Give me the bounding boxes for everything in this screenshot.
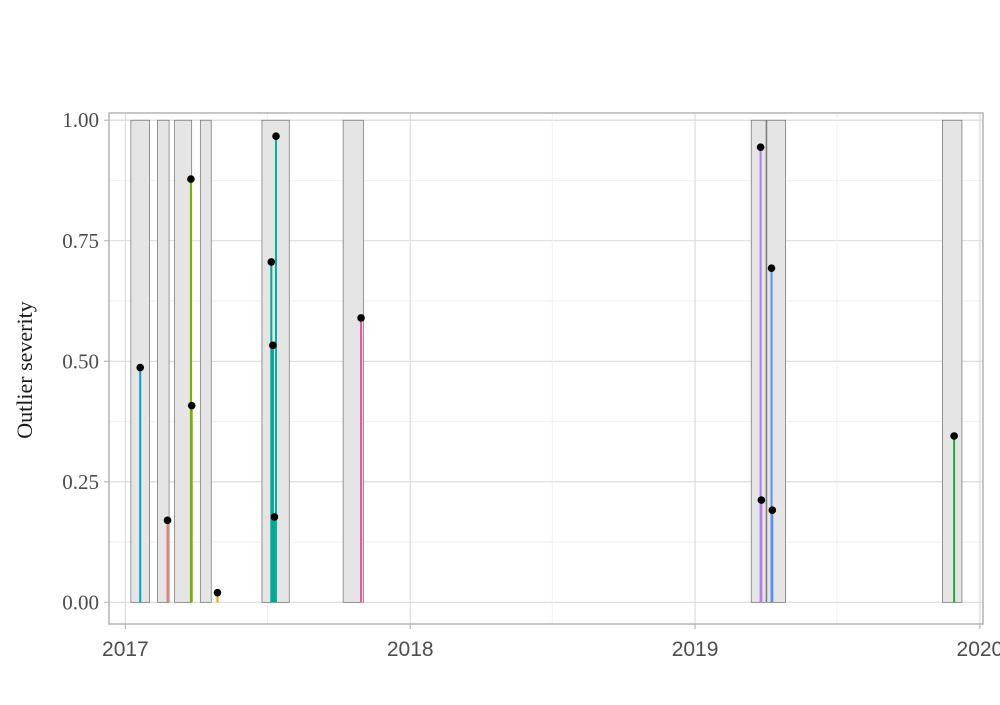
severity-point <box>357 314 365 322</box>
severity-point <box>267 258 276 266</box>
y-tick-label: 0.75 <box>62 229 99 253</box>
tick-layer: 0.00 0.25 0.50 0.75 1.00 2017 2018 2019 2020 <box>62 108 1000 661</box>
outlier-window <box>766 119 786 603</box>
outlier-window <box>750 119 767 603</box>
x-tick-label: 2017 <box>102 638 149 661</box>
severity-point <box>767 264 776 273</box>
outlier-window <box>342 119 364 603</box>
outlier-window <box>174 119 193 603</box>
severity-point <box>950 432 958 440</box>
y-tick-label: 1.00 <box>62 108 99 132</box>
panel-border <box>108 112 984 625</box>
y-tick-label: 0.25 <box>62 470 99 494</box>
severity-point <box>270 513 279 521</box>
severity-point <box>213 588 222 597</box>
severity-point <box>757 496 766 504</box>
grid-layer <box>109 113 983 624</box>
stem-layer <box>139 136 956 603</box>
y-axis-label: Outlier severity <box>12 301 37 438</box>
severity-point <box>187 175 195 183</box>
outlier-window <box>942 119 963 603</box>
y-tick-label: 0.00 <box>62 590 99 614</box>
point-layer <box>136 132 958 597</box>
severity-point <box>136 363 145 372</box>
outlier-window <box>157 119 170 603</box>
x-tick-label: 2020 <box>957 638 1000 661</box>
severity-point <box>756 143 765 152</box>
severity-point <box>163 516 172 525</box>
severity-point <box>768 506 777 515</box>
y-tick-label: 0.50 <box>62 349 99 373</box>
outlier-window <box>199 119 212 603</box>
x-tick-label: 2019 <box>672 638 719 661</box>
severity-point <box>187 401 196 410</box>
severity-point <box>272 132 280 140</box>
severity-point <box>269 341 277 350</box>
x-tick-label: 2018 <box>387 638 434 661</box>
